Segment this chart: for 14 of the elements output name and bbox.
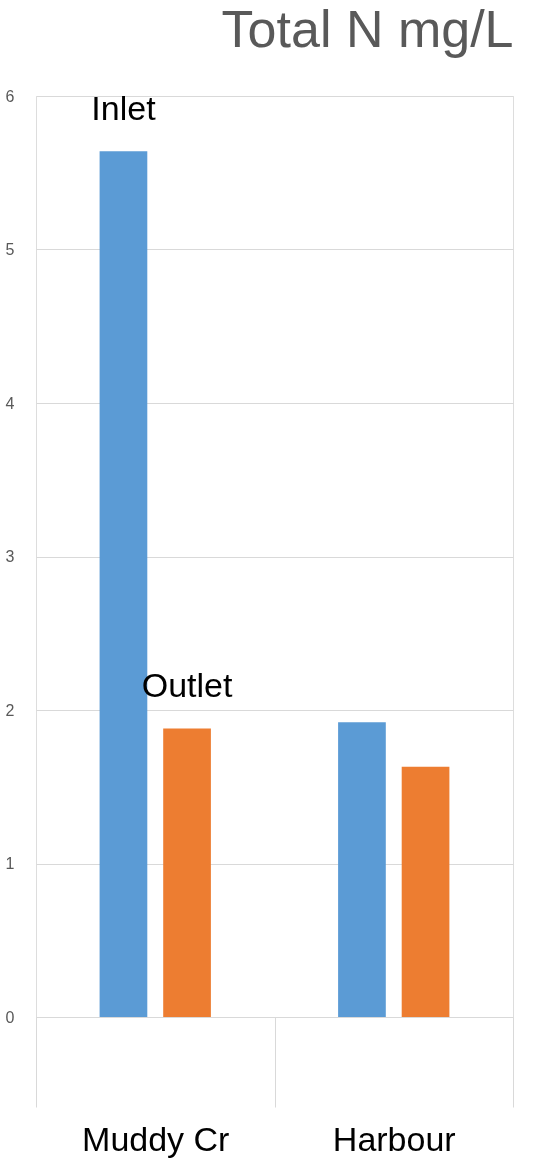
bar bbox=[401, 766, 450, 1017]
y-tick-label: 2 bbox=[5, 701, 15, 719]
y-tick-label: 1 bbox=[5, 855, 15, 872]
bar bbox=[163, 728, 211, 1017]
y-tick-label: 3 bbox=[5, 548, 15, 565]
y-tick-label: 0 bbox=[5, 1008, 15, 1026]
y-tick-label: 5 bbox=[5, 241, 15, 258]
chart-title: Total N mg/L bbox=[221, 0, 514, 58]
bar bbox=[338, 722, 386, 1017]
y-tick-label: 6 bbox=[5, 87, 15, 105]
x-tick-label: Harbour bbox=[332, 1119, 456, 1158]
series-label: Inlet bbox=[91, 89, 157, 128]
y-tick-label: 4 bbox=[5, 394, 15, 412]
x-tick-label: Muddy Cr bbox=[82, 1119, 230, 1158]
